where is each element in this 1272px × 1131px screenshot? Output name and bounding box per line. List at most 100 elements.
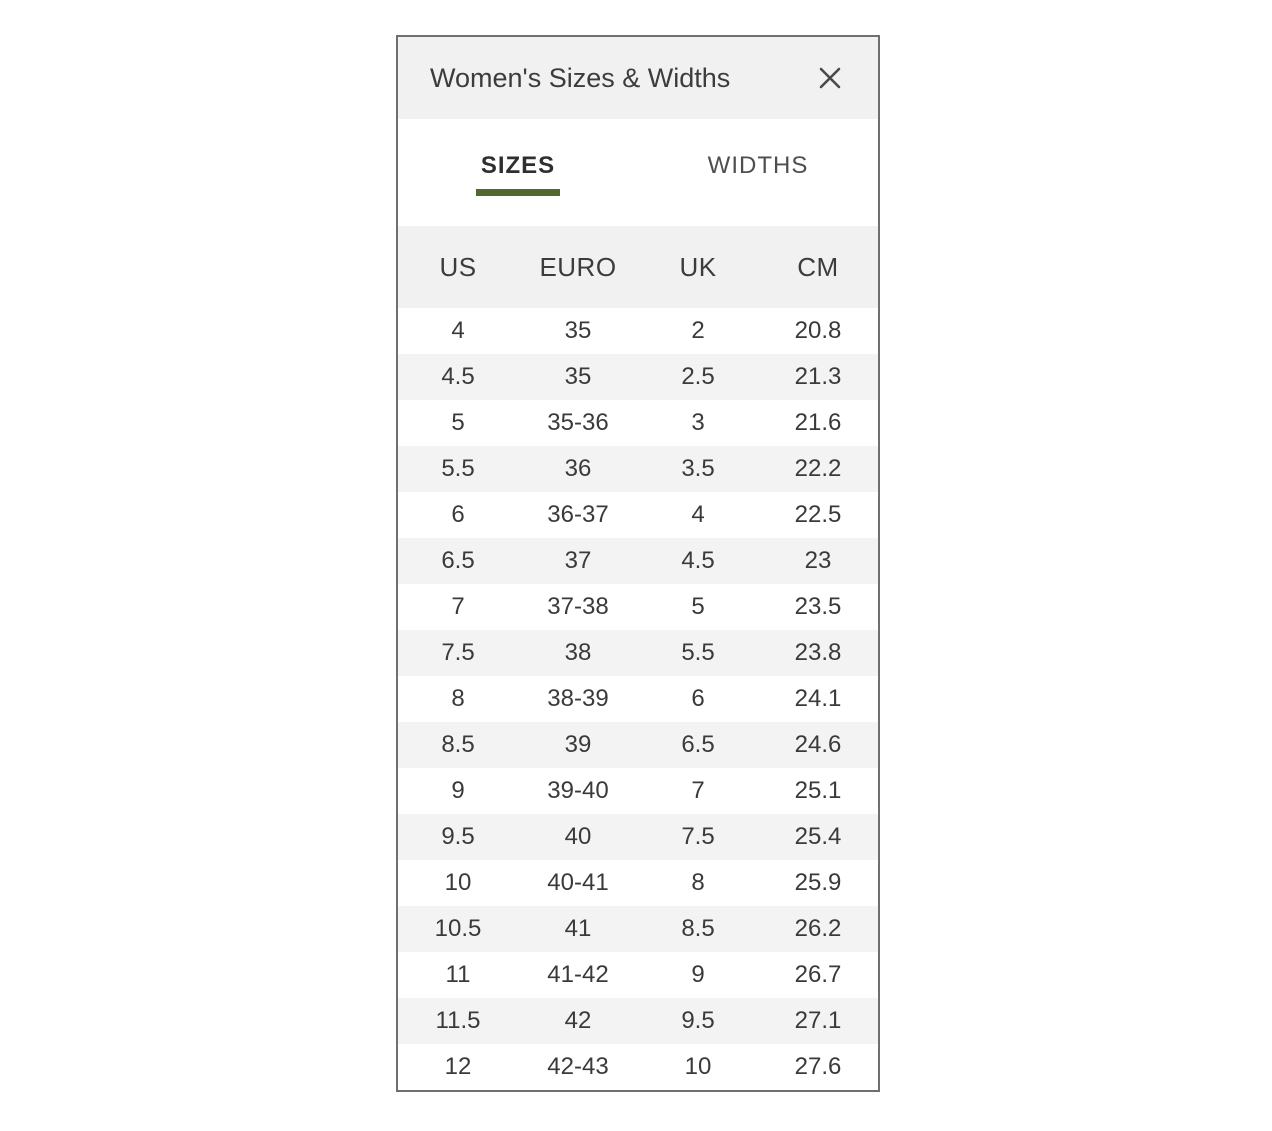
table-cell: 10: [444, 869, 472, 896]
tab-widths-label: WIDTHS: [707, 151, 809, 179]
table-cell: 8.5: [681, 915, 715, 942]
table-cell: 6.5: [441, 547, 475, 574]
table-cell: 23: [804, 547, 832, 574]
table-row: 10.5 41 8.5 26.2: [398, 906, 878, 952]
table-cell: 6: [691, 685, 705, 712]
table-cell: 10.5: [434, 915, 482, 942]
table-row: 9 39-40 7 25.1: [398, 768, 878, 814]
table-cell: 7: [691, 777, 705, 804]
modal-titlebar: Women's Sizes & Widths: [398, 37, 878, 119]
table-cell: 5: [691, 593, 705, 620]
table-cell: 23.8: [794, 639, 842, 666]
table-cell: 39: [564, 731, 592, 758]
table-cell: 42-43: [547, 1053, 609, 1080]
table-cell: 37-38: [547, 593, 609, 620]
table-cell: 35-36: [547, 409, 609, 436]
table-row: 11.5 42 9.5 27.1: [398, 998, 878, 1044]
table-cell: 36: [564, 455, 592, 482]
table-row: 7 37-38 5 23.5: [398, 584, 878, 630]
table-cell: 6: [451, 501, 465, 528]
table-cell: 4.5: [681, 547, 715, 574]
column-header: UK: [679, 251, 717, 282]
close-icon: [819, 67, 841, 89]
table-cell: 8: [691, 869, 705, 896]
table-row: 10 40-41 8 25.9: [398, 860, 878, 906]
table-cell: 9.5: [681, 1007, 715, 1034]
table-row: 5 35-36 3 21.6: [398, 400, 878, 446]
close-button[interactable]: [810, 58, 850, 98]
table-cell: 41-42: [547, 961, 609, 988]
column-header: US: [439, 251, 477, 282]
table-row: 9.5 40 7.5 25.4: [398, 814, 878, 860]
tab-bar: SIZES WIDTHS: [398, 119, 878, 226]
table-cell: 35: [564, 317, 592, 344]
table-cell: 9: [451, 777, 465, 804]
table-cell: 36-37: [547, 501, 609, 528]
table-cell: 11.5: [435, 1007, 481, 1034]
table-body: 4 35 2 20.8 4.5 35 2.5 21.3 5 35-36 3 21.6 5.5 36 3.5 2…: [398, 308, 878, 1090]
tab-sizes-label: SIZES: [475, 150, 561, 196]
table-cell: 25.1: [794, 777, 842, 804]
table-row: 8.5 39 6.5 24.6: [398, 722, 878, 768]
table-cell: 22.5: [794, 501, 842, 528]
table-cell: 8.5: [441, 731, 475, 758]
table-cell: 40: [564, 823, 592, 850]
size-chart-modal: Women's Sizes & Widths SIZES WIDTHS US EU…: [396, 35, 880, 1092]
table-cell: 42: [564, 1007, 592, 1034]
table-cell: 5: [451, 409, 465, 436]
table-row: 11 41-42 9 26.7: [398, 952, 878, 998]
table-cell: 11: [445, 961, 471, 988]
table-cell: 35: [564, 363, 592, 390]
table-cell: 25.9: [794, 869, 842, 896]
table-cell: 24.1: [794, 685, 842, 712]
column-header: CM: [797, 251, 839, 282]
table-cell: 3: [691, 409, 705, 436]
table-cell: 6.5: [681, 731, 715, 758]
column-header: EURO: [539, 251, 617, 282]
table-cell: 38: [564, 639, 592, 666]
table-cell: 20.8: [794, 317, 842, 344]
table-cell: 12: [444, 1053, 472, 1080]
table-cell: 25.4: [794, 823, 842, 850]
table-cell: 10: [684, 1053, 712, 1080]
table-cell: 24.6: [794, 731, 842, 758]
table-cell: 41: [564, 915, 592, 942]
table-row: 12 42-43 10 27.6: [398, 1044, 878, 1090]
table-cell: 3.5: [681, 455, 715, 482]
table-cell: 5.5: [681, 639, 715, 666]
modal-title: Women's Sizes & Widths: [430, 62, 731, 93]
table-cell: 27.1: [794, 1007, 842, 1034]
table-cell: 37: [564, 547, 592, 574]
table-header-row: US EURO UK CM: [398, 226, 878, 308]
table-cell: 7.5: [441, 639, 475, 666]
table-cell: 7: [451, 593, 465, 620]
table-cell: 26.7: [794, 961, 842, 988]
table-cell: 9: [691, 961, 705, 988]
tab-sizes[interactable]: SIZES: [398, 119, 638, 226]
table-cell: 38-39: [547, 685, 609, 712]
table-cell: 23.5: [794, 593, 842, 620]
table-cell: 26.2: [794, 915, 842, 942]
table-cell: 4.5: [441, 363, 475, 390]
table-cell: 40-41: [547, 869, 609, 896]
table-cell: 39-40: [547, 777, 609, 804]
table-row: 6.5 37 4.5 23: [398, 538, 878, 584]
table-cell: 27.6: [794, 1053, 842, 1080]
table-row: 8 38-39 6 24.1: [398, 676, 878, 722]
table-cell: 21.3: [794, 363, 842, 390]
table-row: 5.5 36 3.5 22.2: [398, 446, 878, 492]
table-cell: 9.5: [441, 823, 475, 850]
table-cell: 4: [451, 317, 465, 344]
tab-widths[interactable]: WIDTHS: [638, 119, 878, 226]
table-row: 4.5 35 2.5 21.3: [398, 354, 878, 400]
table-row: 4 35 2 20.8: [398, 308, 878, 354]
table-cell: 2: [691, 317, 705, 344]
table-cell: 2.5: [681, 363, 715, 390]
table-row: 6 36-37 4 22.5: [398, 492, 878, 538]
table-cell: 21.6: [794, 409, 842, 436]
table-cell: 8: [451, 685, 465, 712]
table-cell: 7.5: [681, 823, 715, 850]
table-row: 7.5 38 5.5 23.8: [398, 630, 878, 676]
table-cell: 5.5: [441, 455, 475, 482]
